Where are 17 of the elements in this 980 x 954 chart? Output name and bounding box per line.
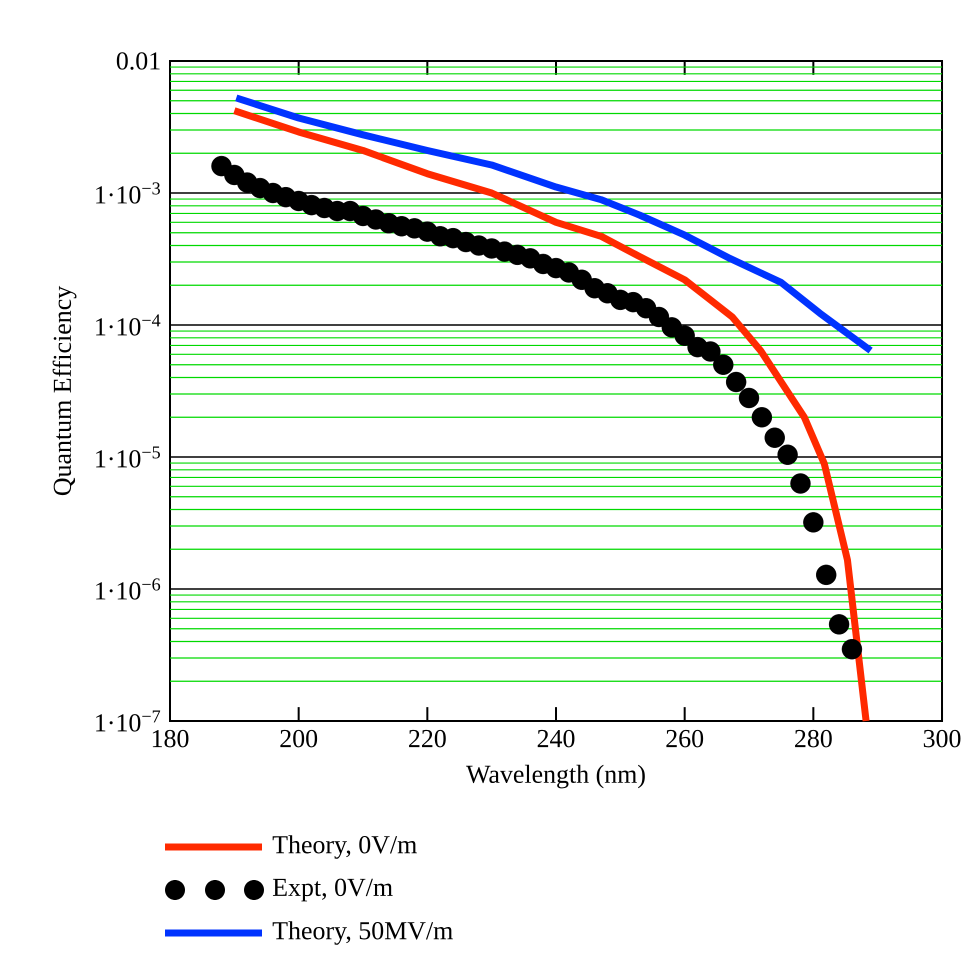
legend-label: Theory, 50MV/m [272, 921, 453, 945]
y-tick-label: 0.01 [116, 52, 160, 70]
x-tick-label: 180 [152, 730, 188, 748]
y-tick-label: 1·10$^{−5}$ [96, 446, 160, 468]
x-tick-label: 240 [538, 730, 574, 748]
x-tick-label: 200 [280, 730, 318, 748]
x-tick-label: 300 [924, 730, 960, 748]
y-tick-label: 1·10$^{−4}$ [96, 314, 160, 336]
x-tick-label: 220 [409, 730, 446, 748]
legend-label: Theory, 0V/m [272, 835, 417, 859]
x-axis-title: Wavelength (nm) [466, 764, 645, 788]
x-tick-label: 280 [795, 730, 832, 748]
y-tick-label: 1·10$^{−6}$ [96, 578, 160, 600]
y-tick-label: 1·10$^{−3}$ [96, 182, 160, 204]
x-tick-label: 260 [666, 730, 704, 748]
legend-label: Expt, 0V/m [272, 878, 393, 902]
y-axis-title: Quantum Efficiency [52, 286, 76, 496]
